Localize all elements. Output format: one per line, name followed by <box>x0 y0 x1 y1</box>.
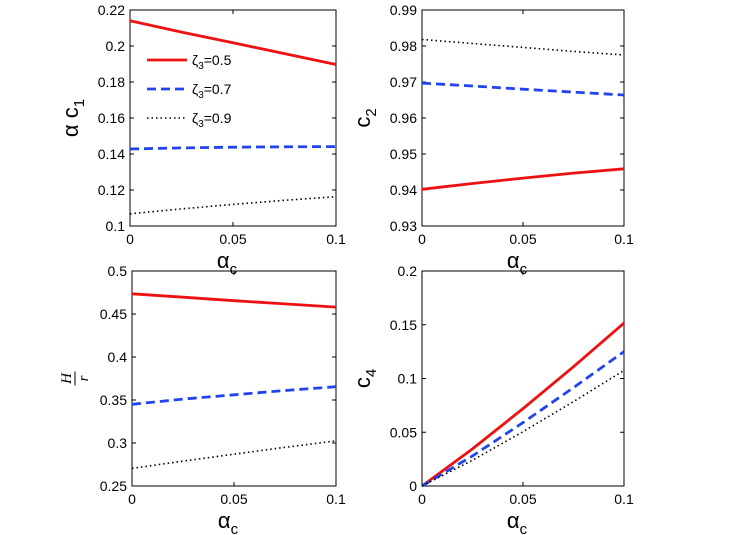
y-tick-label: 0.12 <box>98 182 125 198</box>
series-line-solid <box>131 292 337 309</box>
x-tick-label: 0.1 <box>614 231 634 247</box>
y-tick-label: 0.35 <box>100 392 127 408</box>
y-tick-label: 0.16 <box>98 110 125 126</box>
x-tick-label: 0.1 <box>326 231 346 247</box>
y-tick-label: 0.22 <box>98 2 125 18</box>
series-line-dotted <box>129 195 337 215</box>
x-tick-label: 0.05 <box>220 491 247 507</box>
panel-bottom-right: 0 0.05 0.1 0 0.05 0.1 0.15 0.2 αc c4 <box>350 263 634 535</box>
y-tick-label: 0.5 <box>108 263 128 279</box>
series-line-solid <box>421 167 625 191</box>
x-tick-label: 0.1 <box>614 491 634 507</box>
series-line-solid <box>421 322 625 488</box>
x-tick-label: 0.05 <box>219 231 246 247</box>
x-tick-label: 0 <box>418 231 426 247</box>
y-tick-label: 0.14 <box>98 146 125 162</box>
x-tick-label: 0.1 <box>326 491 346 507</box>
y-tick-label: 0.2 <box>398 263 418 279</box>
y-tick-label: 0.97 <box>390 74 417 90</box>
y-tick-label: 0.1 <box>106 218 126 234</box>
x-tick-label: 0.05 <box>509 491 536 507</box>
x-tick-label: 0 <box>128 491 136 507</box>
panel-top-right: 0 0.05 0.1 0.93 0.94 0.95 0.96 0.97 0.98 0.99 αc c2 <box>350 2 634 278</box>
series-line-dashed <box>129 145 337 151</box>
panel-top-left: 0 0.05 0.1 0.1 0.12 0.14 0.16 0.18 0.2 0.22 αc α c1 <box>58 2 346 278</box>
y-tick-label: 0.1 <box>398 371 418 387</box>
series-line-dotted <box>421 38 625 56</box>
y-label-denominator: r <box>76 375 92 381</box>
y-tick-label: 0.96 <box>390 110 417 126</box>
y-axis-label: c4 <box>350 369 380 388</box>
y-tick-label: 0.94 <box>390 182 417 198</box>
axes-box <box>421 270 625 487</box>
y-axis-label: c2 <box>350 108 380 127</box>
y-tick-label: 0.15 <box>390 317 417 333</box>
x-tick-label: 0 <box>418 491 426 507</box>
series-line-dashed <box>421 350 625 488</box>
y-tick-label: 0.98 <box>390 38 417 54</box>
x-axis-label: αc <box>507 248 528 278</box>
y-tick-label: 0.45 <box>100 306 127 322</box>
x-axis-label: αc <box>218 508 239 535</box>
y-label-numerator: H <box>59 372 75 385</box>
x-axis-label: αc <box>507 508 528 535</box>
x-axis-label: αc <box>217 248 238 278</box>
y-tick-label: 0.3 <box>108 435 128 451</box>
y-axis-label: α c1 <box>58 99 88 137</box>
y-tick-label: 0.95 <box>390 146 417 162</box>
axes-box <box>131 270 337 487</box>
y-tick-label: 0.05 <box>390 424 417 440</box>
legend-label-0: ζ3=0.5 <box>192 52 232 72</box>
y-tick-label: 0.99 <box>390 2 417 18</box>
legend-label-1: ζ3=0.7 <box>192 81 232 101</box>
series-line-dashed <box>421 81 625 97</box>
y-tick-label: 0.18 <box>98 74 125 90</box>
y-tick-label: 0 <box>409 478 417 494</box>
x-tick-label: 0.05 <box>509 231 536 247</box>
x-tick-label: 0 <box>126 231 134 247</box>
y-tick-label: 0.4 <box>108 349 128 365</box>
legend: ζ3=0.5 ζ3=0.7 ζ3=0.9 <box>147 52 232 130</box>
y-tick-label: 0.2 <box>106 38 126 54</box>
series-line-dashed <box>131 385 337 406</box>
panel-bottom-left: 0 0.05 0.1 0.25 0.3 0.35 0.4 0.45 0.5 αc H r <box>59 263 346 535</box>
legend-label-2: ζ3=0.9 <box>192 110 232 130</box>
series-line-solid <box>129 19 337 66</box>
y-tick-label: 0.93 <box>390 218 417 234</box>
series-line-dotted <box>131 440 337 470</box>
y-tick-label: 0.25 <box>100 478 127 494</box>
axes-box <box>421 9 625 227</box>
